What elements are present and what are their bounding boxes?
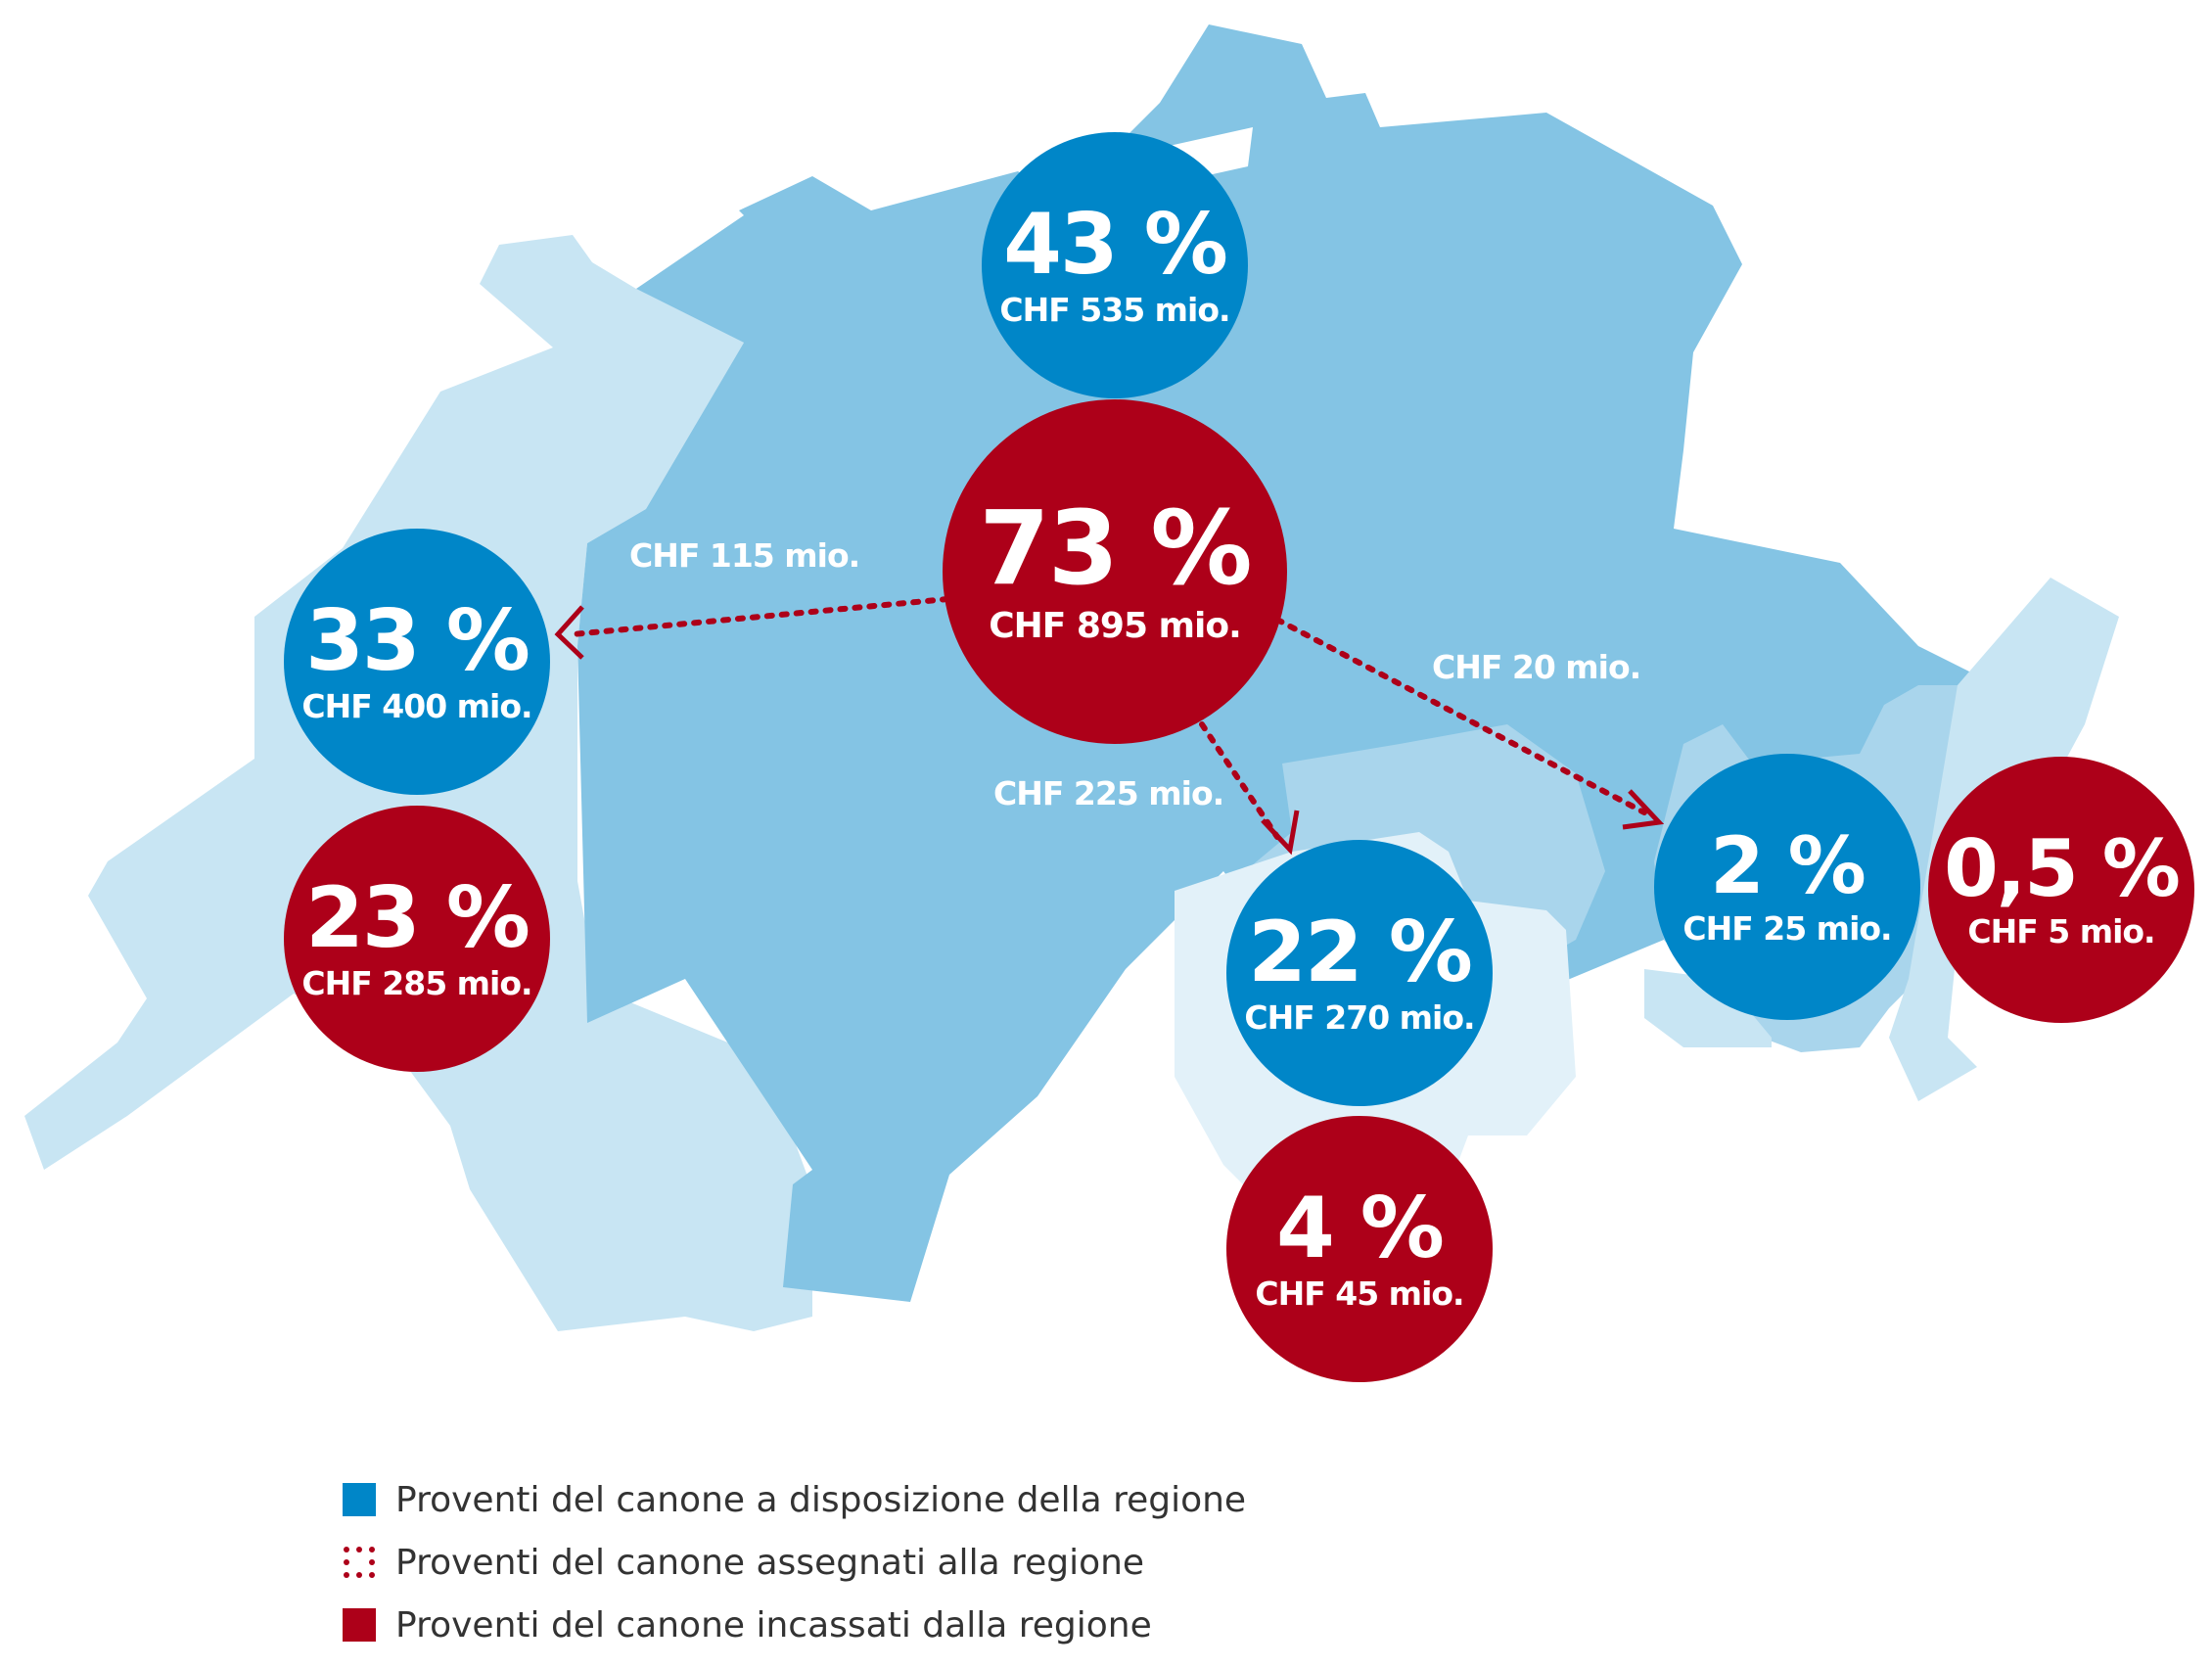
bubble-amount: CHF 270 mio. <box>1244 997 1475 1037</box>
region-german-north-bay <box>1165 127 1253 176</box>
bubble-pct: 0,5 % <box>1944 822 2181 914</box>
legend-item-collected: Proventi del canone incassati dalla regi… <box>343 1594 1246 1656</box>
bubble-amount: CHF 400 mio. <box>301 686 532 725</box>
legend-item-assigned: Proventi del canone assegnati alla regio… <box>343 1531 1246 1594</box>
region-southeast-light <box>1644 969 1772 1047</box>
legend-label: Proventi del canone a disposizione della… <box>395 1479 1247 1520</box>
bubble-pct: 23 % <box>305 868 530 967</box>
arrowhead-italian <box>1261 810 1300 856</box>
bubble-amount: CHF 895 mio. <box>989 606 1242 647</box>
flow-label-french: CHF 115 mio. <box>629 536 860 575</box>
flow-label-romansh: CHF 20 mio. <box>1432 648 1641 686</box>
bubble-pct: 2 % <box>1710 819 1866 911</box>
bubble-romansh-available: 2 % CHF 25 mio. <box>1654 754 1920 1020</box>
region-german-area <box>577 24 2006 1302</box>
bubble-german-available: 43 % CHF 535 mio. <box>982 132 1248 398</box>
bubble-italian-available: 22 % CHF 270 mio. <box>1226 840 1493 1106</box>
legend-swatch-dotted-red <box>344 1547 375 1578</box>
legend: Proventi del canone a disposizione della… <box>343 1468 1246 1656</box>
bubble-amount: CHF 45 mio. <box>1255 1274 1464 1313</box>
flow-label-italian: CHF 225 mio. <box>993 774 1224 812</box>
bubble-french-collected: 23 % CHF 285 mio. <box>284 806 550 1072</box>
bubble-pct: 43 % <box>1003 195 1228 294</box>
legend-label: Proventi del canone incassati dalla regi… <box>395 1604 1152 1645</box>
bubble-pct: 22 % <box>1248 903 1473 1001</box>
bubble-french-available: 33 % CHF 400 mio. <box>284 529 550 795</box>
bubble-amount: CHF 285 mio. <box>301 963 532 1002</box>
bubble-pct: 4 % <box>1276 1179 1445 1277</box>
bubble-amount: CHF 5 mio. <box>1967 911 2155 950</box>
bubble-pct: 73 % <box>979 488 1252 609</box>
bubble-amount: CHF 535 mio. <box>999 290 1230 329</box>
arrowhead-romansh <box>1622 789 1665 830</box>
bubble-german-collected: 73 % CHF 895 mio. <box>943 399 1287 744</box>
legend-swatch-red <box>343 1608 376 1642</box>
bubble-amount: CHF 25 mio. <box>1682 908 1892 948</box>
bubble-italian-collected: 4 % CHF 45 mio. <box>1226 1116 1493 1382</box>
legend-item-available: Proventi del canone a disposizione della… <box>343 1468 1246 1531</box>
bubble-pct: 33 % <box>305 591 530 690</box>
flow-arrows <box>554 596 1665 856</box>
arrowhead-french <box>554 605 584 660</box>
flow-arrow-to-romansh <box>1274 617 1647 815</box>
bubble-romansh-collected: 0,5 % CHF 5 mio. <box>1928 757 2194 1023</box>
flow-arrow-to-french <box>570 596 950 637</box>
legend-swatch-blue <box>343 1483 376 1516</box>
legend-label: Proventi del canone assegnati alla regio… <box>395 1542 1145 1583</box>
